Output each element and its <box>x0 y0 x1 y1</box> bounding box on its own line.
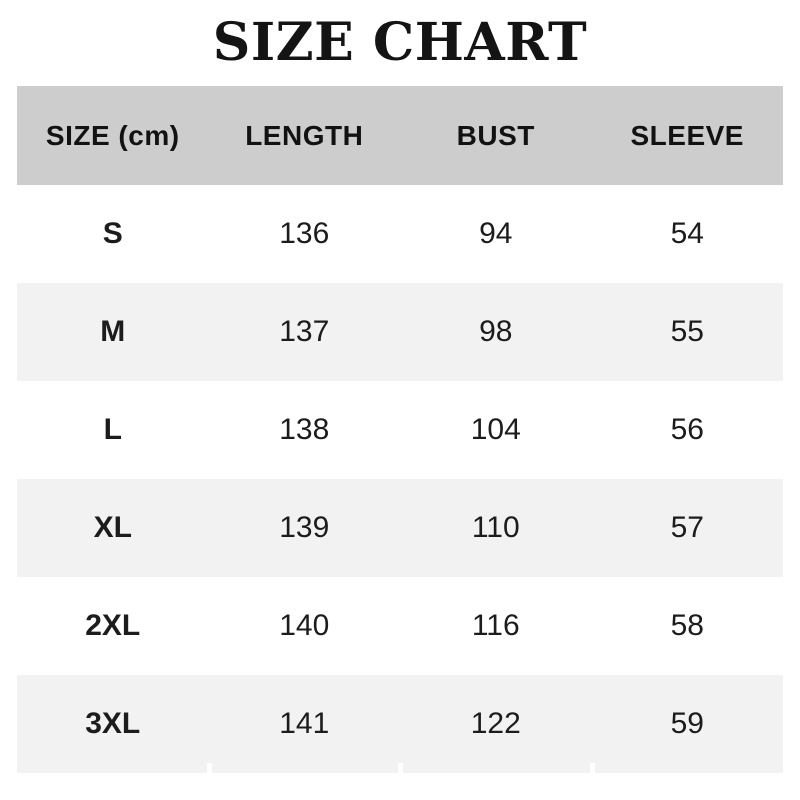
table-row-m: M 137 98 55 <box>17 283 783 381</box>
header-cell-size: SIZE (cm) <box>45 119 180 151</box>
size-cell: S <box>102 217 123 250</box>
length-cell: 137 <box>279 315 330 348</box>
bust-cell: 116 <box>471 609 520 642</box>
length-cell: 141 <box>279 707 330 740</box>
sleeve-cell: 56 <box>670 413 704 446</box>
length-cell: 138 <box>279 413 330 446</box>
length-cell: 139 <box>279 511 330 544</box>
page-title: SIZE CHART <box>212 12 588 73</box>
header-cell-sleeve: SLEEVE <box>630 119 744 151</box>
length-cell: 140 <box>279 609 330 642</box>
table-row-2xl: 2XL 140 116 58 <box>17 577 783 675</box>
size-cell: 2XL <box>85 609 141 642</box>
cell-divider-notch <box>398 763 403 773</box>
sleeve-cell: 59 <box>670 707 704 740</box>
table-header-row: SIZE (cm) LENGTH BUST SLEEVE <box>17 86 783 185</box>
bust-cell: 122 <box>470 707 521 740</box>
bust-cell: 98 <box>479 315 513 348</box>
cell-divider-notch <box>206 763 212 773</box>
sleeve-cell: 57 <box>670 511 704 544</box>
sleeve-cell: 58 <box>670 609 704 642</box>
cell-divider-notch <box>589 763 595 773</box>
size-cell: XL <box>93 511 132 544</box>
size-cell: L <box>103 413 122 446</box>
sleeve-cell: 55 <box>670 315 704 348</box>
length-cell: 136 <box>279 217 330 250</box>
table-row-xl: XL 139 110 57 <box>17 479 783 577</box>
sleeve-cell: 54 <box>670 217 704 250</box>
bust-cell: 94 <box>479 217 513 250</box>
header-cell-length: LENGTH <box>245 119 364 151</box>
table-row-l: L 138 104 56 <box>17 381 783 479</box>
size-cell: 3XL <box>85 707 141 740</box>
table-row-s: S 136 94 54 <box>17 185 783 283</box>
table-row-3xl: 3XL 141 122 59 <box>17 675 783 773</box>
bust-cell: 110 <box>471 511 520 544</box>
header-cell-bust: BUST <box>456 119 535 151</box>
size-chart-table: SIZE (cm) LENGTH BUST SLEEVE S 136 94 54… <box>17 86 783 773</box>
bust-cell: 104 <box>470 413 521 446</box>
size-cell: M <box>100 315 126 348</box>
